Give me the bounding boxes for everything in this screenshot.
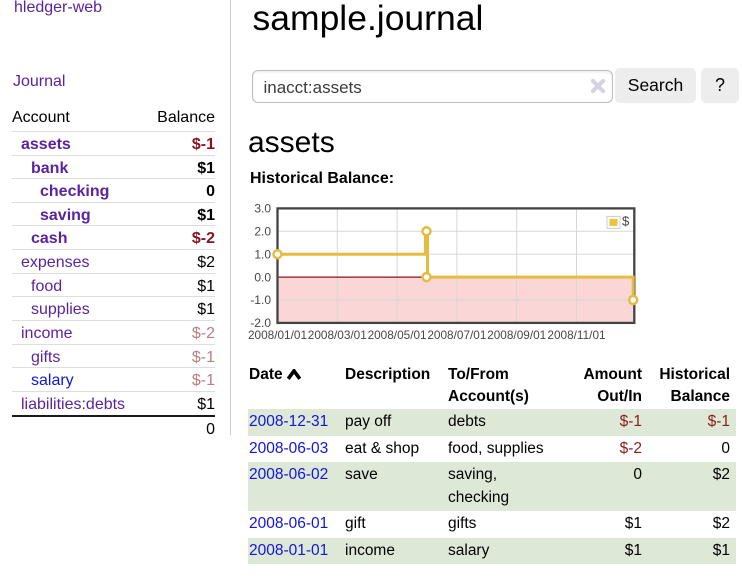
svg-text:3.0: 3.0: [254, 202, 271, 216]
svg-text:-1.0: -1.0: [250, 293, 271, 307]
svg-text:-2.0: -2.0: [250, 316, 271, 330]
svg-text:2.0: 2.0: [254, 225, 271, 239]
svg-text:$: $: [622, 214, 630, 229]
svg-text:2008/01/01: 2008/01/01: [248, 328, 307, 342]
svg-text:2008/05/01: 2008/05/01: [368, 328, 427, 342]
svg-text:2008/11/01: 2008/11/01: [547, 328, 605, 342]
svg-text:1.0: 1.0: [254, 247, 271, 261]
svg-text:2008/09/01: 2008/09/01: [487, 328, 546, 342]
svg-text:2008/03/01: 2008/03/01: [308, 328, 367, 342]
svg-text:0.0: 0.0: [254, 270, 271, 284]
svg-text:2008/07/01: 2008/07/01: [427, 328, 486, 342]
